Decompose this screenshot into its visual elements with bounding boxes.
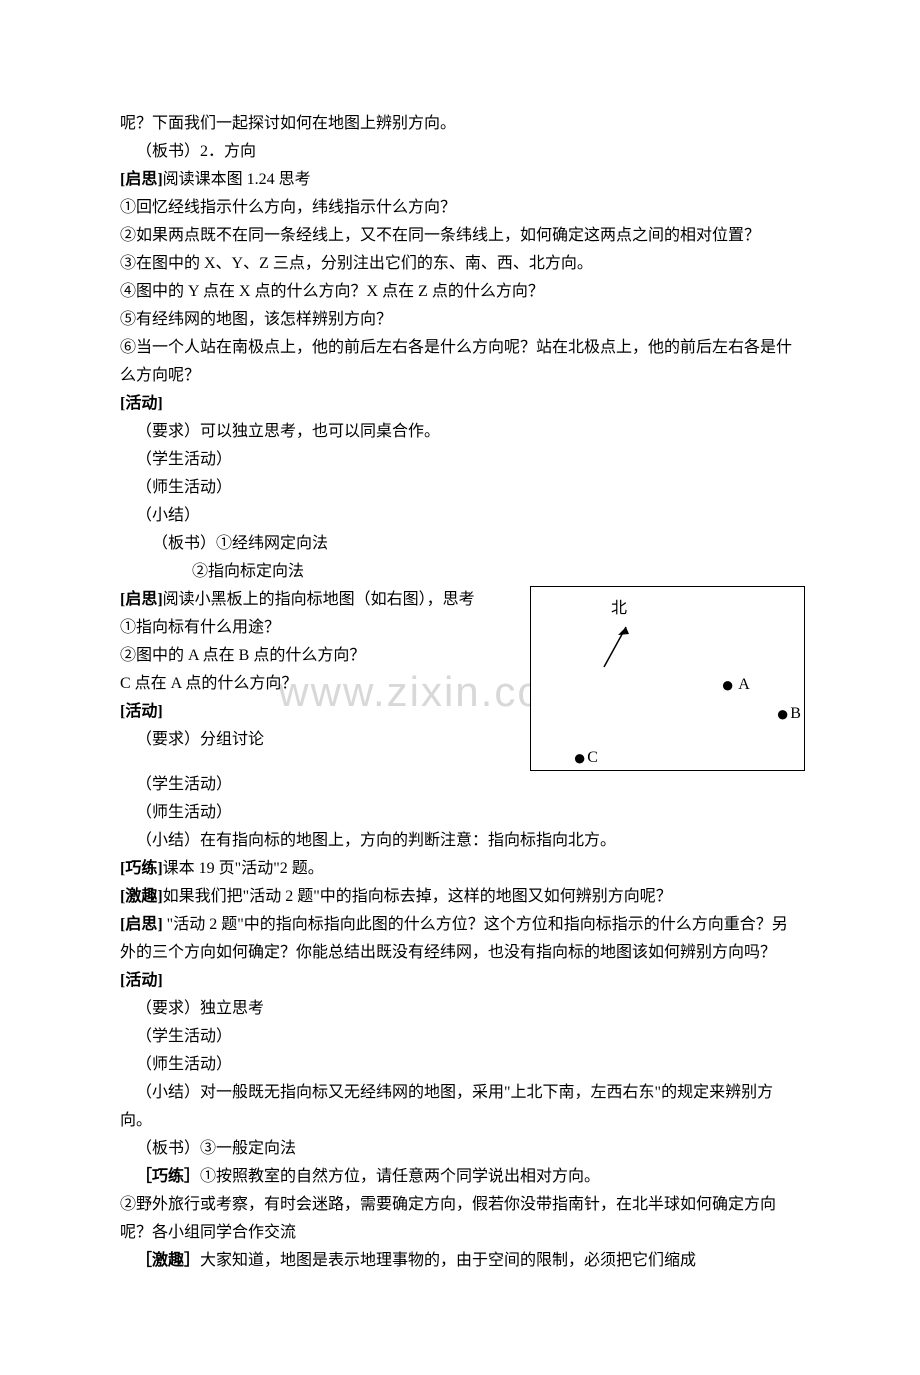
text-line: （学生活动） bbox=[120, 446, 800, 474]
text-line: （要求）可以独立思考，也可以同桌合作。 bbox=[120, 418, 800, 446]
text-line: ④图中的 Y 点在 X 点的什么方向？X 点在 Z 点的什么方向？ bbox=[120, 278, 800, 306]
text-line: [启思] "活动 2 题"中的指向标指向此图的什么方位？这个方位和指向标指示的什… bbox=[120, 911, 800, 967]
text-line: ②指向标定向法 bbox=[120, 558, 800, 586]
text-line: （师生活动） bbox=[120, 799, 800, 827]
text-line: ［巧练］①按照教室的自然方位，请任意两个同学说出相对方向。 bbox=[120, 1163, 800, 1191]
text-line: （小结）对一般既无指向标又无经纬网的地图，采用"上北下南，左西右东"的规定来辨别… bbox=[120, 1079, 800, 1135]
text-line: [激趣]如果我们把"活动 2 题"中的指向标去掉，这样的地图又如何辨别方向呢？ bbox=[120, 883, 800, 911]
section-label: [活动] bbox=[120, 967, 800, 995]
text-line: （学生活动） bbox=[120, 1023, 800, 1051]
section-label: ［巧练］ bbox=[136, 1168, 200, 1185]
text-line: ②如果两点既不在同一条经线上，又不在同一条纬线上，如何确定这两点之间的相对位置？ bbox=[120, 222, 800, 250]
text-inline: 大家知道，地图是表示地理事物的，由于空间的限制，必须把它们缩成 bbox=[200, 1252, 696, 1269]
text-line: （小结） bbox=[120, 502, 800, 530]
dot-icon: ● bbox=[776, 703, 789, 725]
point-label: C bbox=[587, 744, 598, 772]
section-label: [启思] bbox=[120, 171, 163, 188]
compass-diagram: 北 ● A ●B ●C bbox=[530, 586, 805, 771]
point-label: B bbox=[790, 700, 801, 728]
document-body: 呢？下面我们一起探讨如何在地图上辨别方向。 （板书）2．方向 [启思]阅读课本图… bbox=[120, 110, 800, 1275]
text-line: 呢？下面我们一起探讨如何在地图上辨别方向。 bbox=[120, 110, 800, 138]
arrow-icon bbox=[596, 617, 636, 672]
text-inline: ①按照教室的自然方位，请任意两个同学说出相对方向。 bbox=[200, 1168, 600, 1185]
text-inline: 课本 19 页"活动"2 题。 bbox=[163, 860, 324, 877]
dot-icon: ● bbox=[573, 747, 586, 769]
point-label: A bbox=[738, 671, 750, 699]
text-line: ⑤有经纬网的地图，该怎样辨别方向？ bbox=[120, 306, 800, 334]
text-line: ⑥当一个人站在南极点上，他的前后左右各是什么方向呢？站在北极点上，他的前后左右各… bbox=[120, 334, 800, 390]
section-label: [活动] bbox=[120, 390, 800, 418]
text-line: [启思]阅读课本图 1.24 思考 bbox=[120, 166, 800, 194]
text-inline: 阅读小黑板上的指向标地图（如右图），思考 bbox=[163, 591, 475, 608]
section-label: [启思] bbox=[120, 591, 163, 608]
text-inline: 如果我们把"活动 2 题"中的指向标去掉，这样的地图又如何辨别方向呢？ bbox=[163, 888, 672, 905]
text-line: ③在图中的 X、Y、Z 三点，分别注出它们的东、南、西、北方向。 bbox=[120, 250, 800, 278]
point-b: ●B bbox=[776, 700, 801, 728]
section-label: ［激趣］ bbox=[136, 1252, 200, 1269]
section-label: [启思] bbox=[120, 916, 163, 933]
text-line: （板书）2．方向 bbox=[120, 138, 800, 166]
text-line: ②野外旅行或考察，有时会迷路，需要确定方向，假若你没带指南针，在北半球如何确定方… bbox=[120, 1191, 800, 1247]
section-label: [巧练] bbox=[120, 860, 163, 877]
text-inline: 阅读课本图 1.24 思考 bbox=[163, 171, 311, 188]
text-line: （学生活动） bbox=[120, 771, 800, 799]
text-line: ［激趣］大家知道，地图是表示地理事物的，由于空间的限制，必须把它们缩成 bbox=[120, 1247, 800, 1275]
text-line: ①回忆经线指示什么方向，纬线指示什么方向？ bbox=[120, 194, 800, 222]
section-label: [激趣] bbox=[120, 888, 163, 905]
text-line: （师生活动） bbox=[120, 474, 800, 502]
text-line: （板书）③一般定向法 bbox=[120, 1135, 800, 1163]
text-line: （要求）独立思考 bbox=[120, 995, 800, 1023]
text-line: （小结）在有指向标的地图上，方向的判断注意：指向标指向北方。 bbox=[120, 827, 800, 855]
text-line: [巧练]课本 19 页"活动"2 题。 bbox=[120, 855, 800, 883]
text-line: （板书）①经纬网定向法 bbox=[120, 530, 800, 558]
point-c: ●C bbox=[573, 744, 598, 772]
text-line: （师生活动） bbox=[120, 1051, 800, 1079]
point-a: ● A bbox=[721, 671, 750, 699]
text-inline: "活动 2 题"中的指向标指向此图的什么方位？这个方位和指向标指示的什么方向重合… bbox=[120, 916, 788, 961]
dot-icon: ● bbox=[721, 674, 734, 696]
